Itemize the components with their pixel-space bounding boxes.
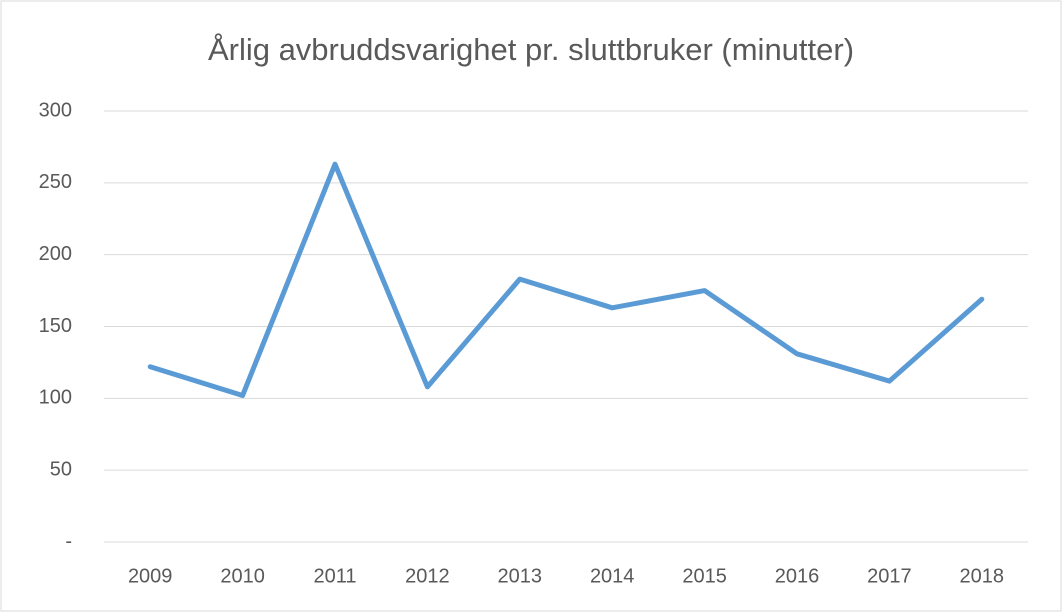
y-tick-label: -: [65, 530, 72, 552]
y-tick-label: 200: [39, 243, 72, 265]
y-tick-label: 50: [50, 458, 72, 480]
x-tick-label: 2011: [313, 565, 356, 587]
x-tick-label: 2015: [682, 565, 727, 587]
y-tick-label: 100: [39, 387, 72, 409]
x-tick-label: 2017: [867, 565, 912, 587]
chart-title: Årlig avbruddsvarighet pr. sluttbruker (…: [208, 32, 854, 67]
x-tick-label: 2012: [405, 565, 450, 587]
x-tick-label: 2016: [775, 565, 820, 587]
x-tick-label: 2010: [220, 565, 265, 587]
data-line: [147, 161, 985, 398]
y-tick-label: 250: [39, 171, 72, 193]
x-tick-label: 2009: [128, 565, 173, 587]
x-tick-label: 2013: [498, 565, 543, 587]
x-tick-label: 2014: [590, 565, 635, 587]
y-tick-label: 300: [39, 99, 72, 121]
x-tick-label: 2018: [960, 565, 1005, 587]
y-tick-label: 150: [39, 315, 72, 337]
